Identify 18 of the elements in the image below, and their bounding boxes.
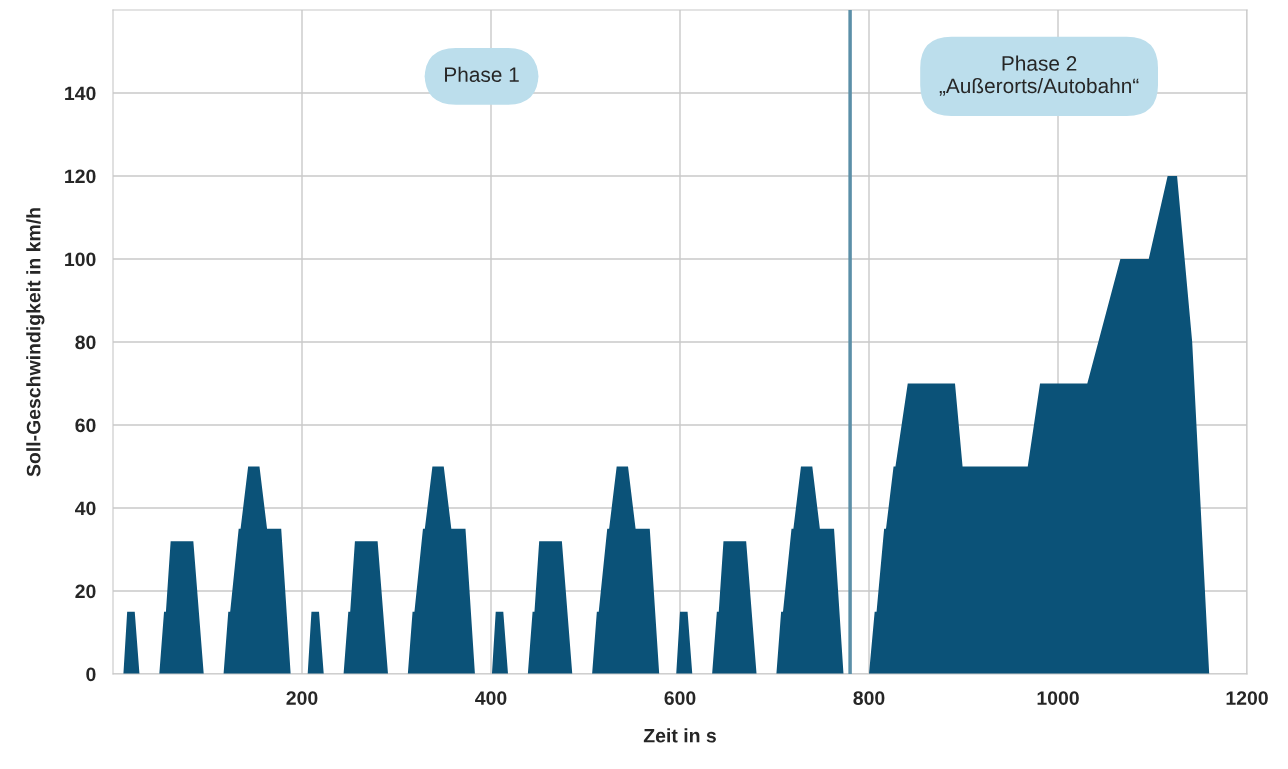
y-tick-label: 40 (75, 501, 96, 516)
annotation: Phase 2 „Außerorts/Autobahn“ (939, 55, 1139, 96)
y-tick-label: 20 (75, 584, 96, 599)
x-tick-label: 1000 (1037, 691, 1079, 705)
y-axis-title: Soll-Geschwindigkeit in km/h (26, 208, 45, 477)
y-tick-label: 140 (65, 86, 96, 101)
x-tick-label: 400 (475, 691, 507, 705)
x-tick-label: 800 (853, 691, 885, 705)
x-tick-label: 200 (286, 691, 318, 705)
y-tick-label: 120 (65, 169, 96, 184)
y-tick-label: 60 (75, 418, 96, 433)
x-tick-label: 1200 (1226, 691, 1268, 705)
y-tick-label: 0 (86, 667, 96, 682)
x-tick-label: 600 (664, 691, 696, 705)
annotation: Phase 1 (445, 66, 519, 82)
y-tick-label: 100 (65, 252, 96, 267)
x-axis-title: Zeit in s (643, 728, 716, 743)
y-tick-label: 80 (75, 335, 96, 350)
